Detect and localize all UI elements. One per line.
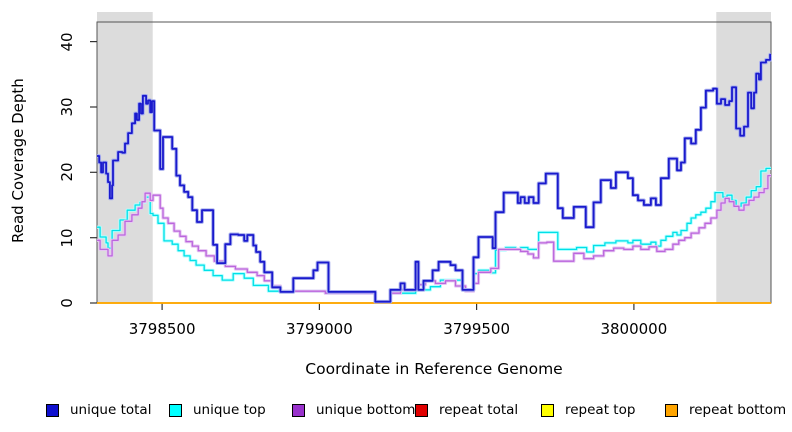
- y-tick-label: 30: [58, 97, 76, 117]
- y-tick-label: 20: [58, 162, 76, 182]
- legend-label: repeat bottom: [689, 402, 787, 418]
- repeat-region-shading: [97, 12, 153, 303]
- y-tick-label: 0: [58, 298, 76, 308]
- y-tick-label: 10: [58, 228, 76, 248]
- y-axis-title: Read Coverage Depth: [9, 78, 27, 243]
- legend-item-unique-top: unique top: [169, 401, 266, 419]
- legend-label: repeat total: [439, 402, 519, 418]
- x-tick-label: 3799000: [285, 320, 353, 338]
- legend-item-repeat-total: repeat total: [415, 401, 518, 419]
- x-tick-label: 3799500: [443, 320, 511, 338]
- unique-total-line: [97, 53, 771, 303]
- x-tick-label: 3800000: [600, 320, 668, 338]
- legend-swatch-icon: [169, 403, 182, 417]
- legend-swatch-icon: [415, 403, 428, 417]
- unique-top-line: [97, 167, 771, 303]
- legend-swatch-icon: [46, 403, 59, 417]
- legend-label: unique bottom: [316, 402, 416, 418]
- legend-swatch-icon: [292, 403, 305, 417]
- legend-label: unique total: [70, 402, 152, 418]
- x-axis-title: Coordinate in Reference Genome: [305, 360, 563, 378]
- legend-item-unique-bottom: unique bottom: [292, 401, 415, 419]
- unique-bottom-line-halo: [97, 174, 771, 304]
- legend-label: repeat top: [565, 402, 636, 418]
- x-tick-label: 3798500: [128, 320, 196, 338]
- legend: unique total unique top unique bottom repea…: [0, 401, 792, 421]
- legend-item-repeat-top: repeat top: [541, 401, 635, 419]
- repeat-region-shading: [716, 12, 771, 303]
- y-tick-label: 40: [58, 32, 76, 52]
- legend-swatch-icon: [665, 403, 678, 417]
- legend-label: unique top: [193, 402, 266, 418]
- legend-item-repeat-bottom: repeat bottom: [665, 401, 786, 419]
- unique-bottom-line: [97, 174, 771, 303]
- legend-item-unique-total: unique total: [46, 401, 151, 419]
- legend-swatch-icon: [541, 403, 554, 417]
